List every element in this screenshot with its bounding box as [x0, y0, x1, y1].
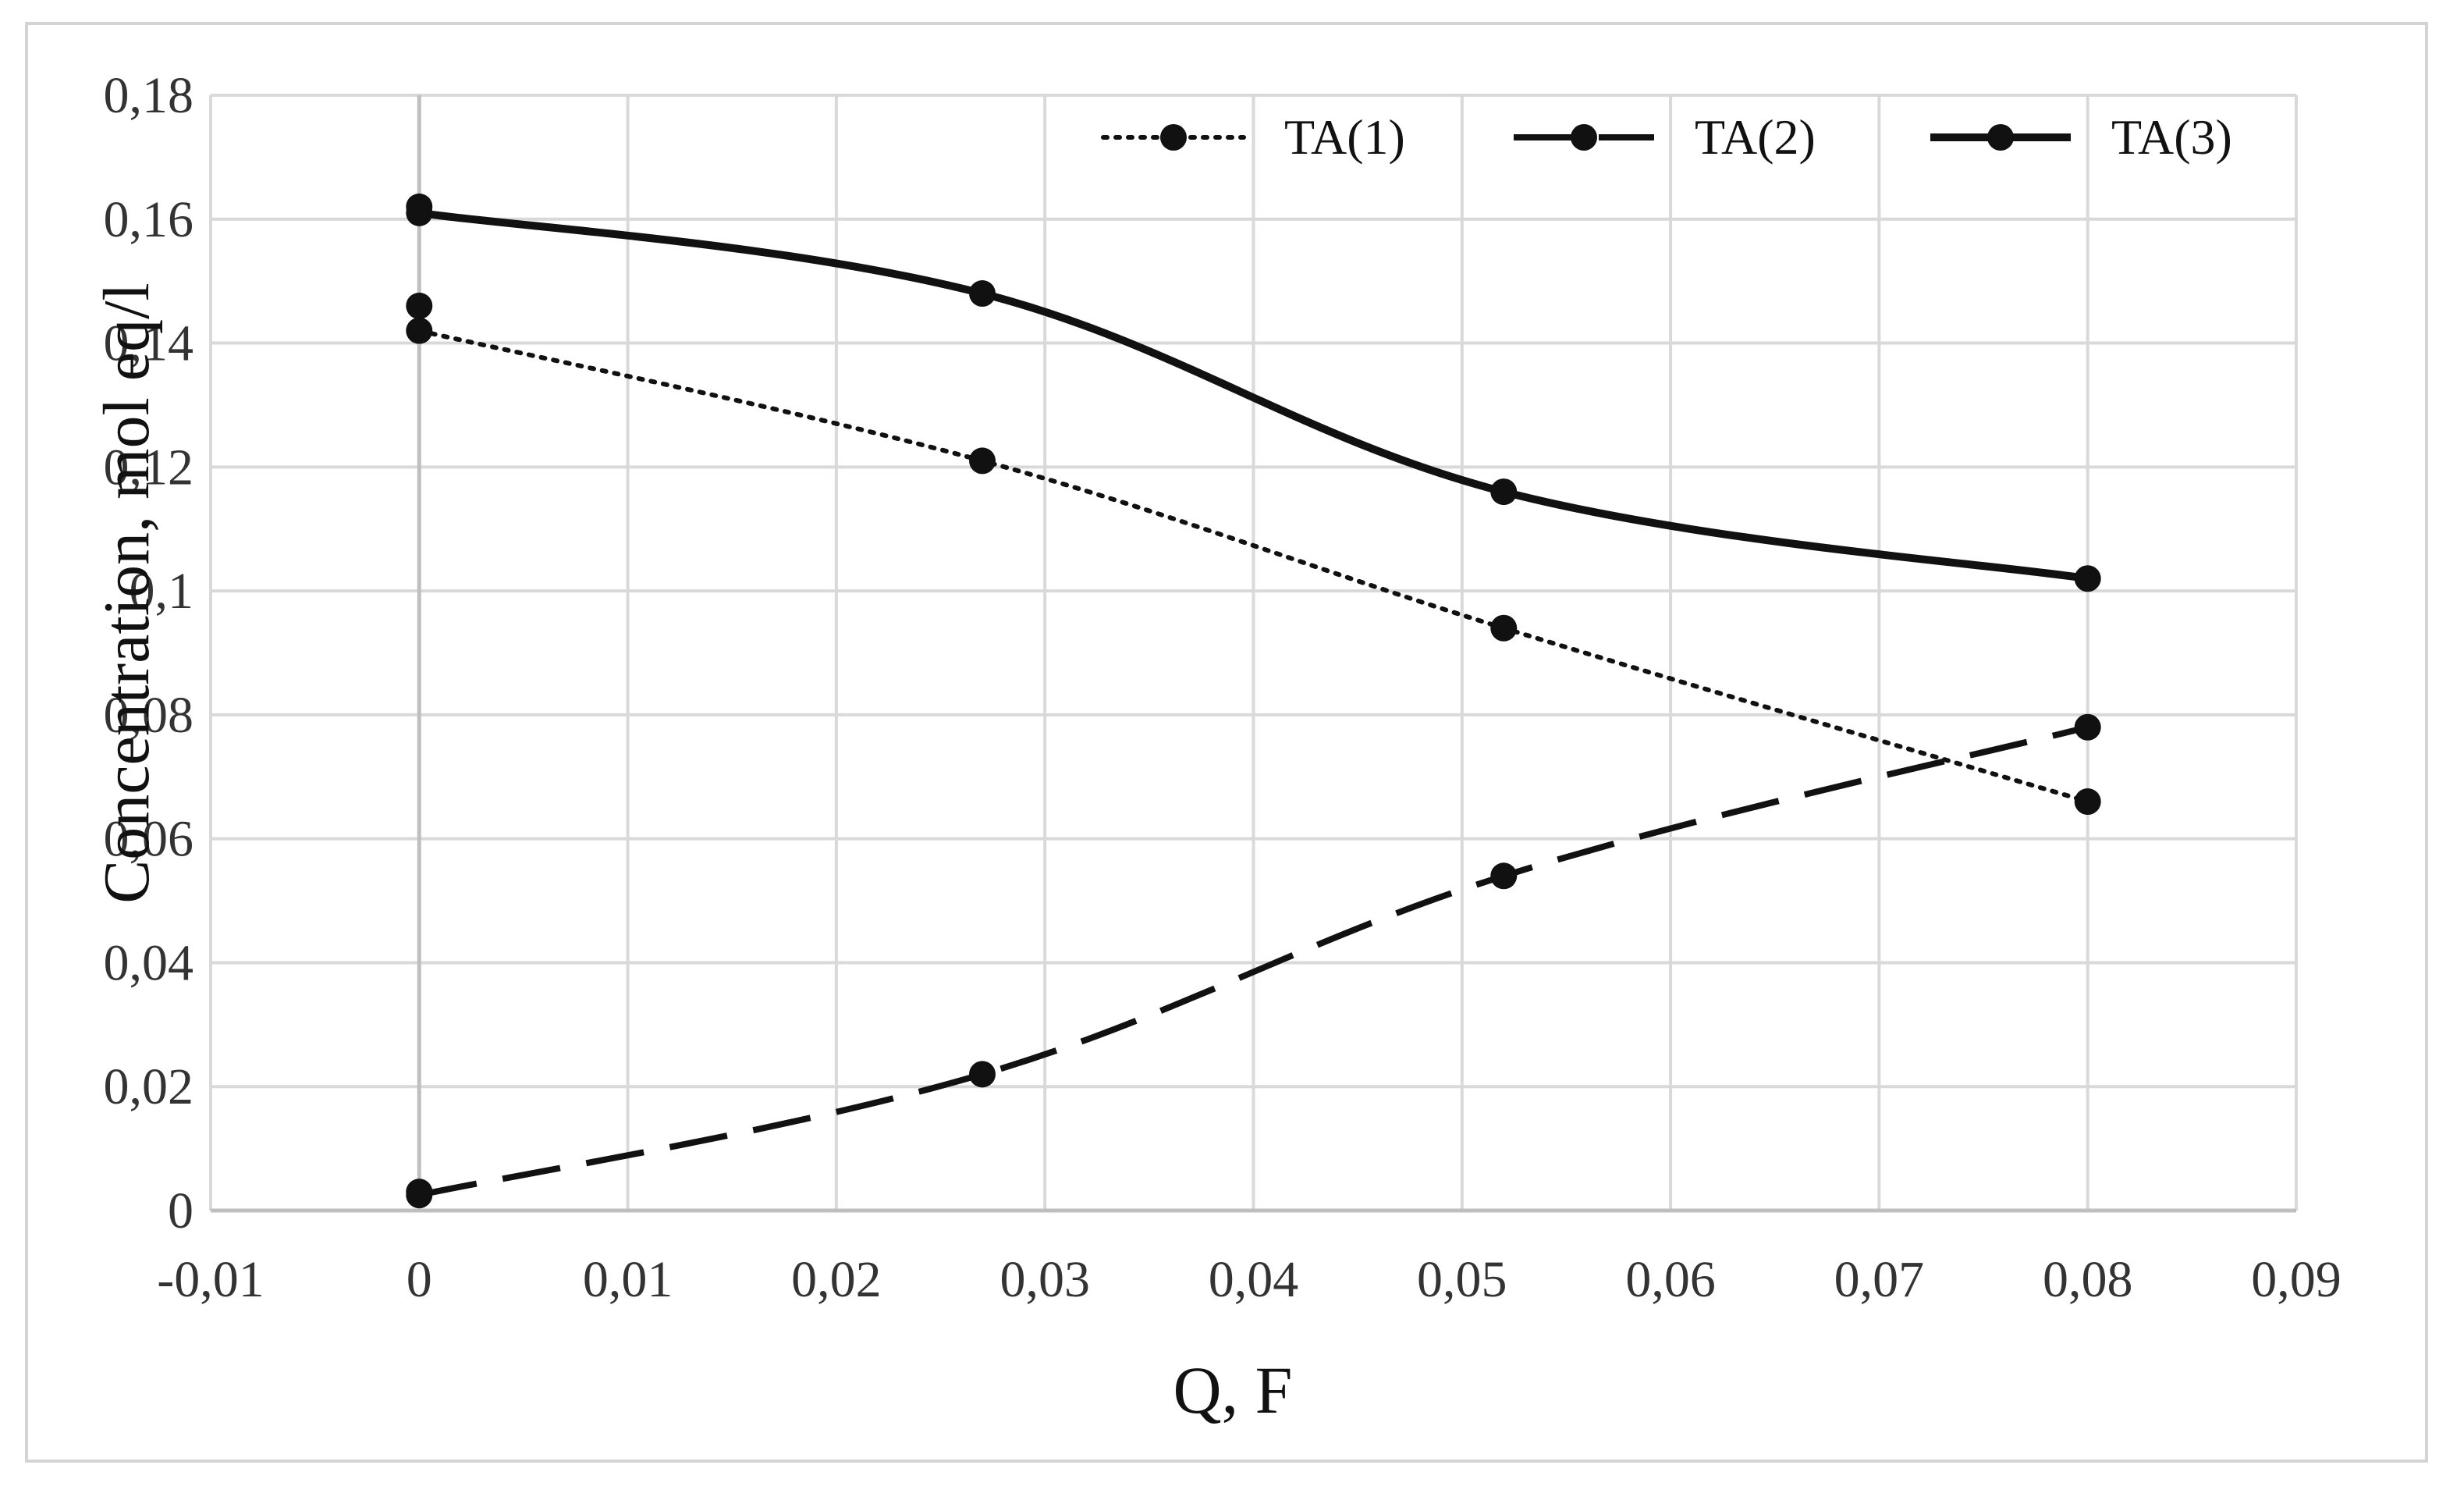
series-line-ta-2: [418, 724, 2089, 1199]
data-point-ta-1: [406, 292, 433, 319]
series-ta-3: [406, 193, 2101, 592]
y-tick-label: 0,18: [104, 67, 194, 124]
data-point-ta-2: [969, 1061, 996, 1088]
x-axis-title: Q, F: [1173, 1353, 1293, 1428]
series: [406, 193, 2101, 1209]
series-line-ta-3: [418, 208, 2089, 583]
x-tick-label: 0,06: [1625, 1251, 1716, 1308]
y-tick-label: 0,08: [104, 687, 194, 744]
data-point-ta-3: [2074, 565, 2101, 592]
legend-entry-ta-2: TA(2): [1514, 109, 1816, 165]
y-tick-label: 0: [168, 1182, 193, 1239]
x-tick-label: 0,03: [999, 1251, 1090, 1308]
x-tick-label: 0,05: [1417, 1251, 1507, 1308]
data-point-ta-2: [406, 1182, 433, 1209]
y-tick-label: 0,1: [130, 563, 194, 620]
legend-label-ta-2: TA(2): [1695, 109, 1816, 165]
legend-label-ta-3: TA(3): [2111, 109, 2232, 165]
y-tick-label: 0,02: [104, 1058, 194, 1115]
x-tick-label: 0,01: [583, 1251, 673, 1308]
x-tick-label: 0,08: [2043, 1251, 2133, 1308]
x-tick-label: 0,07: [1834, 1251, 1925, 1308]
legend-entry-ta-1: TA(1): [1101, 109, 1405, 165]
y-axis-title: Concentration, mol eq/l: [91, 283, 163, 904]
y-tick-label: 0,16: [104, 191, 194, 248]
x-tick-label: -0,01: [157, 1251, 264, 1308]
y-tick-label: 0,04: [104, 934, 194, 991]
series-line-ta-1: [417, 328, 2090, 805]
grid: [209, 94, 2298, 1212]
x-tick-label: 0: [407, 1251, 432, 1308]
axes: [211, 95, 2296, 1213]
data-point-ta-1: [969, 447, 996, 475]
data-point-ta-2: [2074, 713, 2101, 741]
tick-labels: -0,01 0 0,01 0,02 0,03 0,04 0,05 0,06 0,07 0,08 0,…: [104, 67, 2342, 1308]
data-point-ta-3: [969, 280, 996, 308]
legend-marker-ta-1: [1160, 124, 1187, 151]
legend-marker-ta-2: [1571, 124, 1597, 151]
x-tick-label: 0,04: [1209, 1251, 1299, 1308]
data-point-ta-1: [1490, 614, 1518, 642]
legend-marker-ta-3: [1987, 124, 2014, 151]
series-ta-1: [406, 292, 2101, 816]
chart-frame: [25, 22, 2428, 1463]
y-tick-label: 0,06: [104, 811, 194, 868]
data-point-ta-3: [1490, 478, 1518, 506]
legend-entry-ta-3: TA(3): [1930, 109, 2232, 165]
data-point-ta-2: [1490, 862, 1518, 890]
series-ta-2: [406, 713, 2101, 1209]
data-point-ta-1: [2074, 788, 2101, 816]
data-point-ta-1: [406, 317, 433, 344]
legend: TA(1) TA(2) TA(3): [1101, 109, 2232, 165]
data-point-ta-3: [406, 199, 433, 226]
x-tick-label: 0,02: [791, 1251, 882, 1308]
y-tick-label: 0,14: [104, 315, 194, 372]
y-tick-label: 0,12: [104, 439, 194, 496]
x-tick-label: 0,09: [2251, 1251, 2342, 1308]
legend-label-ta-1: TA(1): [1284, 109, 1405, 165]
